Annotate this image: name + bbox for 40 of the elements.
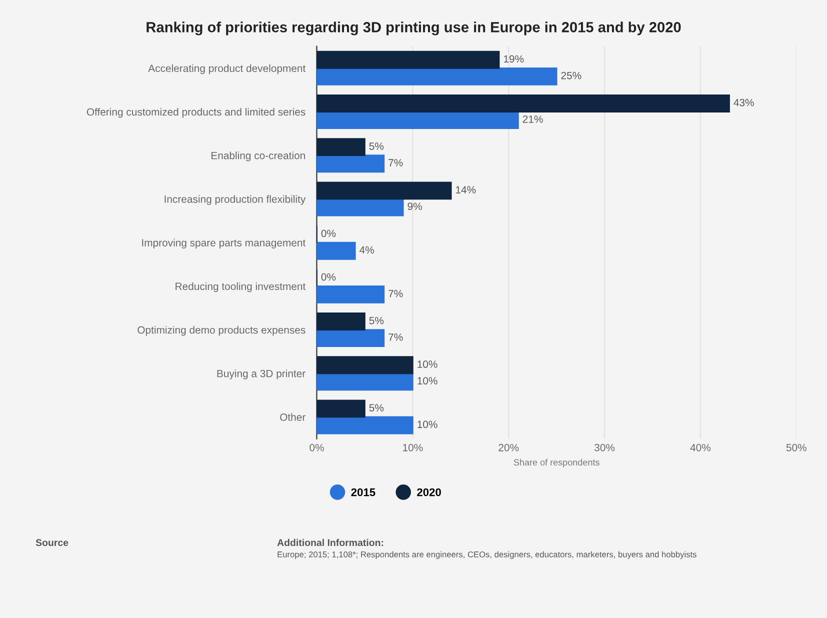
x-tick-label: 20% (498, 444, 519, 452)
y-tick-label: Enabling co-creation (212, 152, 305, 162)
y-tick-label: Increasing production flexibility (164, 195, 306, 205)
data-label: 7% (388, 290, 403, 298)
x-tick-label: 30% (594, 444, 615, 452)
text: Additional Information: (277, 538, 384, 546)
data-label: 4% (360, 246, 374, 254)
legend-label: 2020 (417, 488, 441, 496)
data-label: 19% (504, 55, 524, 63)
data-label: 5% (369, 142, 384, 150)
legend-label: 2015 (351, 488, 376, 496)
data-label: 10% (418, 420, 438, 428)
data-label: 10% (418, 360, 438, 368)
x-tick-label: 10% (403, 444, 423, 452)
data-label: 21% (522, 115, 543, 123)
data-label: 0% (321, 273, 336, 281)
y-tick-label: Offering customized products and limited series (86, 108, 306, 118)
data-label: 5% (369, 404, 384, 412)
data-label: 0% (321, 230, 336, 238)
data-label: 5% (369, 316, 384, 324)
x-tick-label: 0% (310, 444, 324, 452)
data-label: 10% (418, 377, 438, 384)
text: Europe; 2015; 1,108*; Respondents are engineers, CEOs, designers, educators, marketers, buyers and hobbyists (278, 551, 696, 560)
data-label: 14% (456, 186, 476, 194)
data-label: 25% (561, 72, 582, 80)
chart-title: Ranking of priorities regarding 3D printing use in Europe in 2015 and by 2020 (146, 22, 681, 36)
x-axis-title: Share of respondents (514, 458, 600, 468)
y-tick-label: Other (280, 413, 306, 421)
y-tick-label: Reducing tooling investment (176, 282, 306, 292)
y-tick-label: Accelerating product development (148, 64, 306, 74)
data-label: 7% (388, 334, 403, 341)
x-tick-label: 40% (690, 444, 711, 452)
y-tick-label: Improving spare parts management (142, 238, 306, 248)
x-tick-label: 50% (786, 444, 806, 452)
data-label: 9% (408, 202, 422, 210)
text: Source (36, 539, 68, 546)
data-label: 7% (388, 159, 403, 166)
data-label: 43% (734, 98, 754, 106)
y-tick-label: Buying a 3D printer (217, 370, 306, 380)
y-tick-label: Optimizing demo products expenses (138, 326, 306, 336)
